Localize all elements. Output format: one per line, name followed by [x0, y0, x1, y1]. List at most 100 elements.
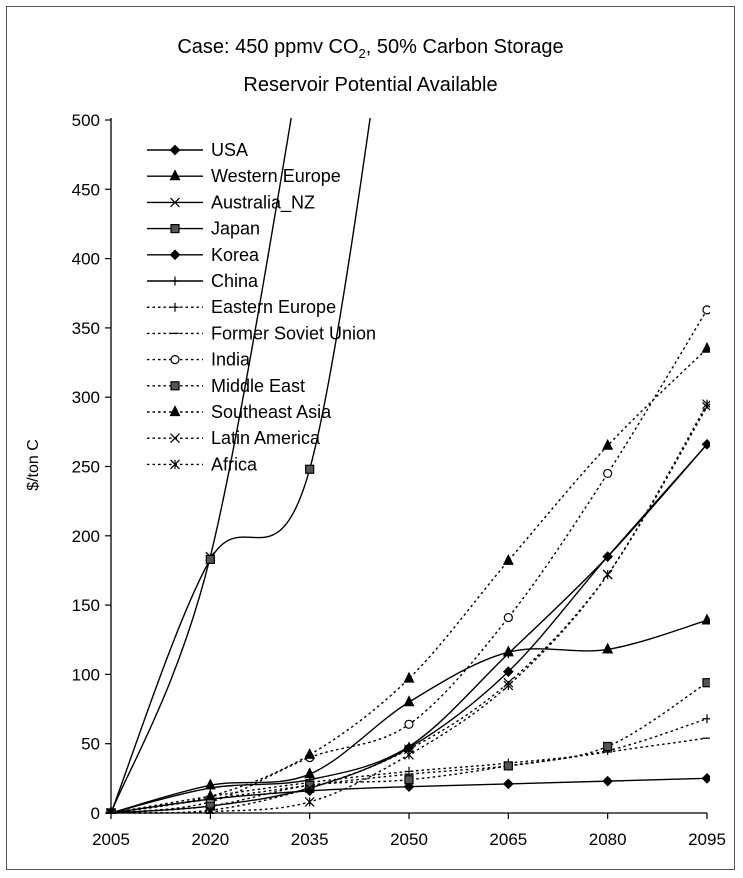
axes: 0 50 100 150 200 250 300 350 400 450 500 2005 2020 20… [72, 111, 726, 849]
legend-label: Southeast Asia [211, 402, 332, 422]
data-point-usa [701, 773, 710, 784]
data-point-middle-east [503, 761, 513, 771]
series-line-australia-nz [110, 118, 292, 814]
data-point-southeast-asia [602, 438, 614, 450]
data-point-middle-east [305, 780, 315, 790]
legend-item-india: India [147, 350, 251, 370]
data-point-western-europe [602, 642, 614, 654]
data-point-africa [602, 569, 613, 580]
legend-item-china: China [147, 271, 259, 291]
legend-marker [170, 459, 180, 470]
data-point-southeast-asia [304, 747, 316, 759]
x-tick-label: 2005 [92, 830, 130, 849]
legend-label: Japan [211, 219, 260, 239]
legend-item-eastern-europe: Eastern Europe [147, 297, 336, 317]
legend-marker [170, 197, 180, 208]
legend-label: China [211, 271, 259, 291]
y-tick-label: 500 [72, 111, 100, 130]
y-tick-label: 300 [72, 388, 100, 407]
legend: USA Western Europe Australia_NZ Japan Korea C… [147, 140, 376, 474]
legend-item-africa: Africa [147, 454, 258, 474]
data-point-southeast-asia [502, 553, 514, 565]
chart-subtitle: Reservoir Potential Available [243, 74, 498, 96]
series-eastern-europe [106, 714, 710, 814]
data-point-india [404, 719, 414, 729]
legend-item-korea: Korea [147, 245, 260, 265]
data-point-korea [502, 666, 514, 677]
data-point-eastern-europe [702, 714, 710, 724]
y-tick-label: 400 [72, 250, 100, 269]
legend-item-australia-nz: Australia_NZ [147, 192, 315, 213]
data-point-china [702, 439, 710, 449]
data-point-japan [305, 464, 315, 474]
x-tick-label: 2050 [390, 830, 428, 849]
legend-label: Middle East [211, 376, 305, 396]
series-layer [105, 118, 710, 814]
data-point-usa [602, 775, 614, 787]
data-point-western-europe [403, 695, 415, 707]
legend-label: Australia_NZ [211, 192, 315, 213]
legend-label: India [211, 350, 251, 370]
legend-marker [170, 381, 180, 391]
y-tick-label: 50 [81, 735, 100, 754]
legend-label: Western Europe [211, 166, 341, 186]
legend-marker [169, 249, 181, 261]
y-tick-label: 350 [72, 319, 100, 338]
data-point-india [503, 612, 513, 623]
data-point-india [702, 305, 710, 315]
data-point-southeast-asia [403, 671, 415, 683]
series-line-japan [110, 118, 371, 814]
y-tick-label: 150 [72, 596, 100, 615]
chart-title: Case: 450 ppmv CO2, 50% Carbon Storage [177, 36, 564, 61]
legend-item-former-soviet-union: Former Soviet Union [147, 323, 376, 343]
data-point-southeast-asia [701, 341, 710, 353]
data-point-africa [702, 399, 710, 410]
legend-marker [170, 276, 180, 286]
legend-label: Korea [211, 245, 260, 265]
x-tick-label: 2065 [489, 830, 527, 849]
y-tick-label: 450 [72, 180, 100, 199]
x-tick-label: 2020 [191, 830, 229, 849]
series-line-africa [110, 403, 708, 814]
data-point-china [603, 552, 613, 562]
data-point-western-europe [701, 613, 710, 625]
legend-marker [169, 144, 181, 156]
legend-item-latin-america: Latin America [147, 428, 321, 448]
series-middle-east [106, 678, 710, 814]
legend-item-western-europe: Western Europe [147, 166, 341, 186]
data-point-latin-america [304, 783, 315, 793]
legend-label: USA [211, 140, 248, 160]
legend-label: Africa [211, 454, 258, 474]
legend-marker [170, 433, 180, 444]
legend-label: Eastern Europe [211, 297, 336, 317]
data-point-africa [503, 680, 514, 691]
x-tick-label: 2080 [589, 830, 627, 849]
series-china [106, 439, 710, 814]
data-point-middle-east [702, 678, 710, 688]
legend-marker [170, 302, 180, 312]
legend-item-middle-east: Middle East [147, 376, 305, 396]
data-point-usa [403, 781, 415, 793]
y-axis-label: $/ton C [25, 439, 42, 491]
x-tick-label: 2035 [291, 830, 329, 849]
legend-label: Former Soviet Union [211, 323, 376, 343]
legend-marker [169, 169, 181, 181]
legend-label: Latin America [211, 428, 321, 448]
y-tick-label: 100 [72, 665, 100, 684]
series-line-latin-america [110, 406, 708, 814]
data-point-india [603, 468, 613, 479]
chart-frame [6, 6, 735, 870]
legend-item-japan: Japan [147, 219, 260, 239]
data-point-africa [205, 806, 216, 814]
data-point-africa [304, 796, 315, 807]
legend-marker [170, 224, 180, 234]
series-india [106, 305, 710, 814]
data-point-middle-east [603, 741, 613, 752]
data-point-usa [502, 778, 514, 790]
y-tick-label: 0 [91, 804, 100, 823]
legend-item-usa: USA [147, 140, 248, 160]
data-point-china [503, 649, 513, 659]
data-point-africa [404, 749, 414, 760]
series-southeast-asia [107, 341, 710, 814]
y-tick-label: 250 [72, 458, 100, 477]
